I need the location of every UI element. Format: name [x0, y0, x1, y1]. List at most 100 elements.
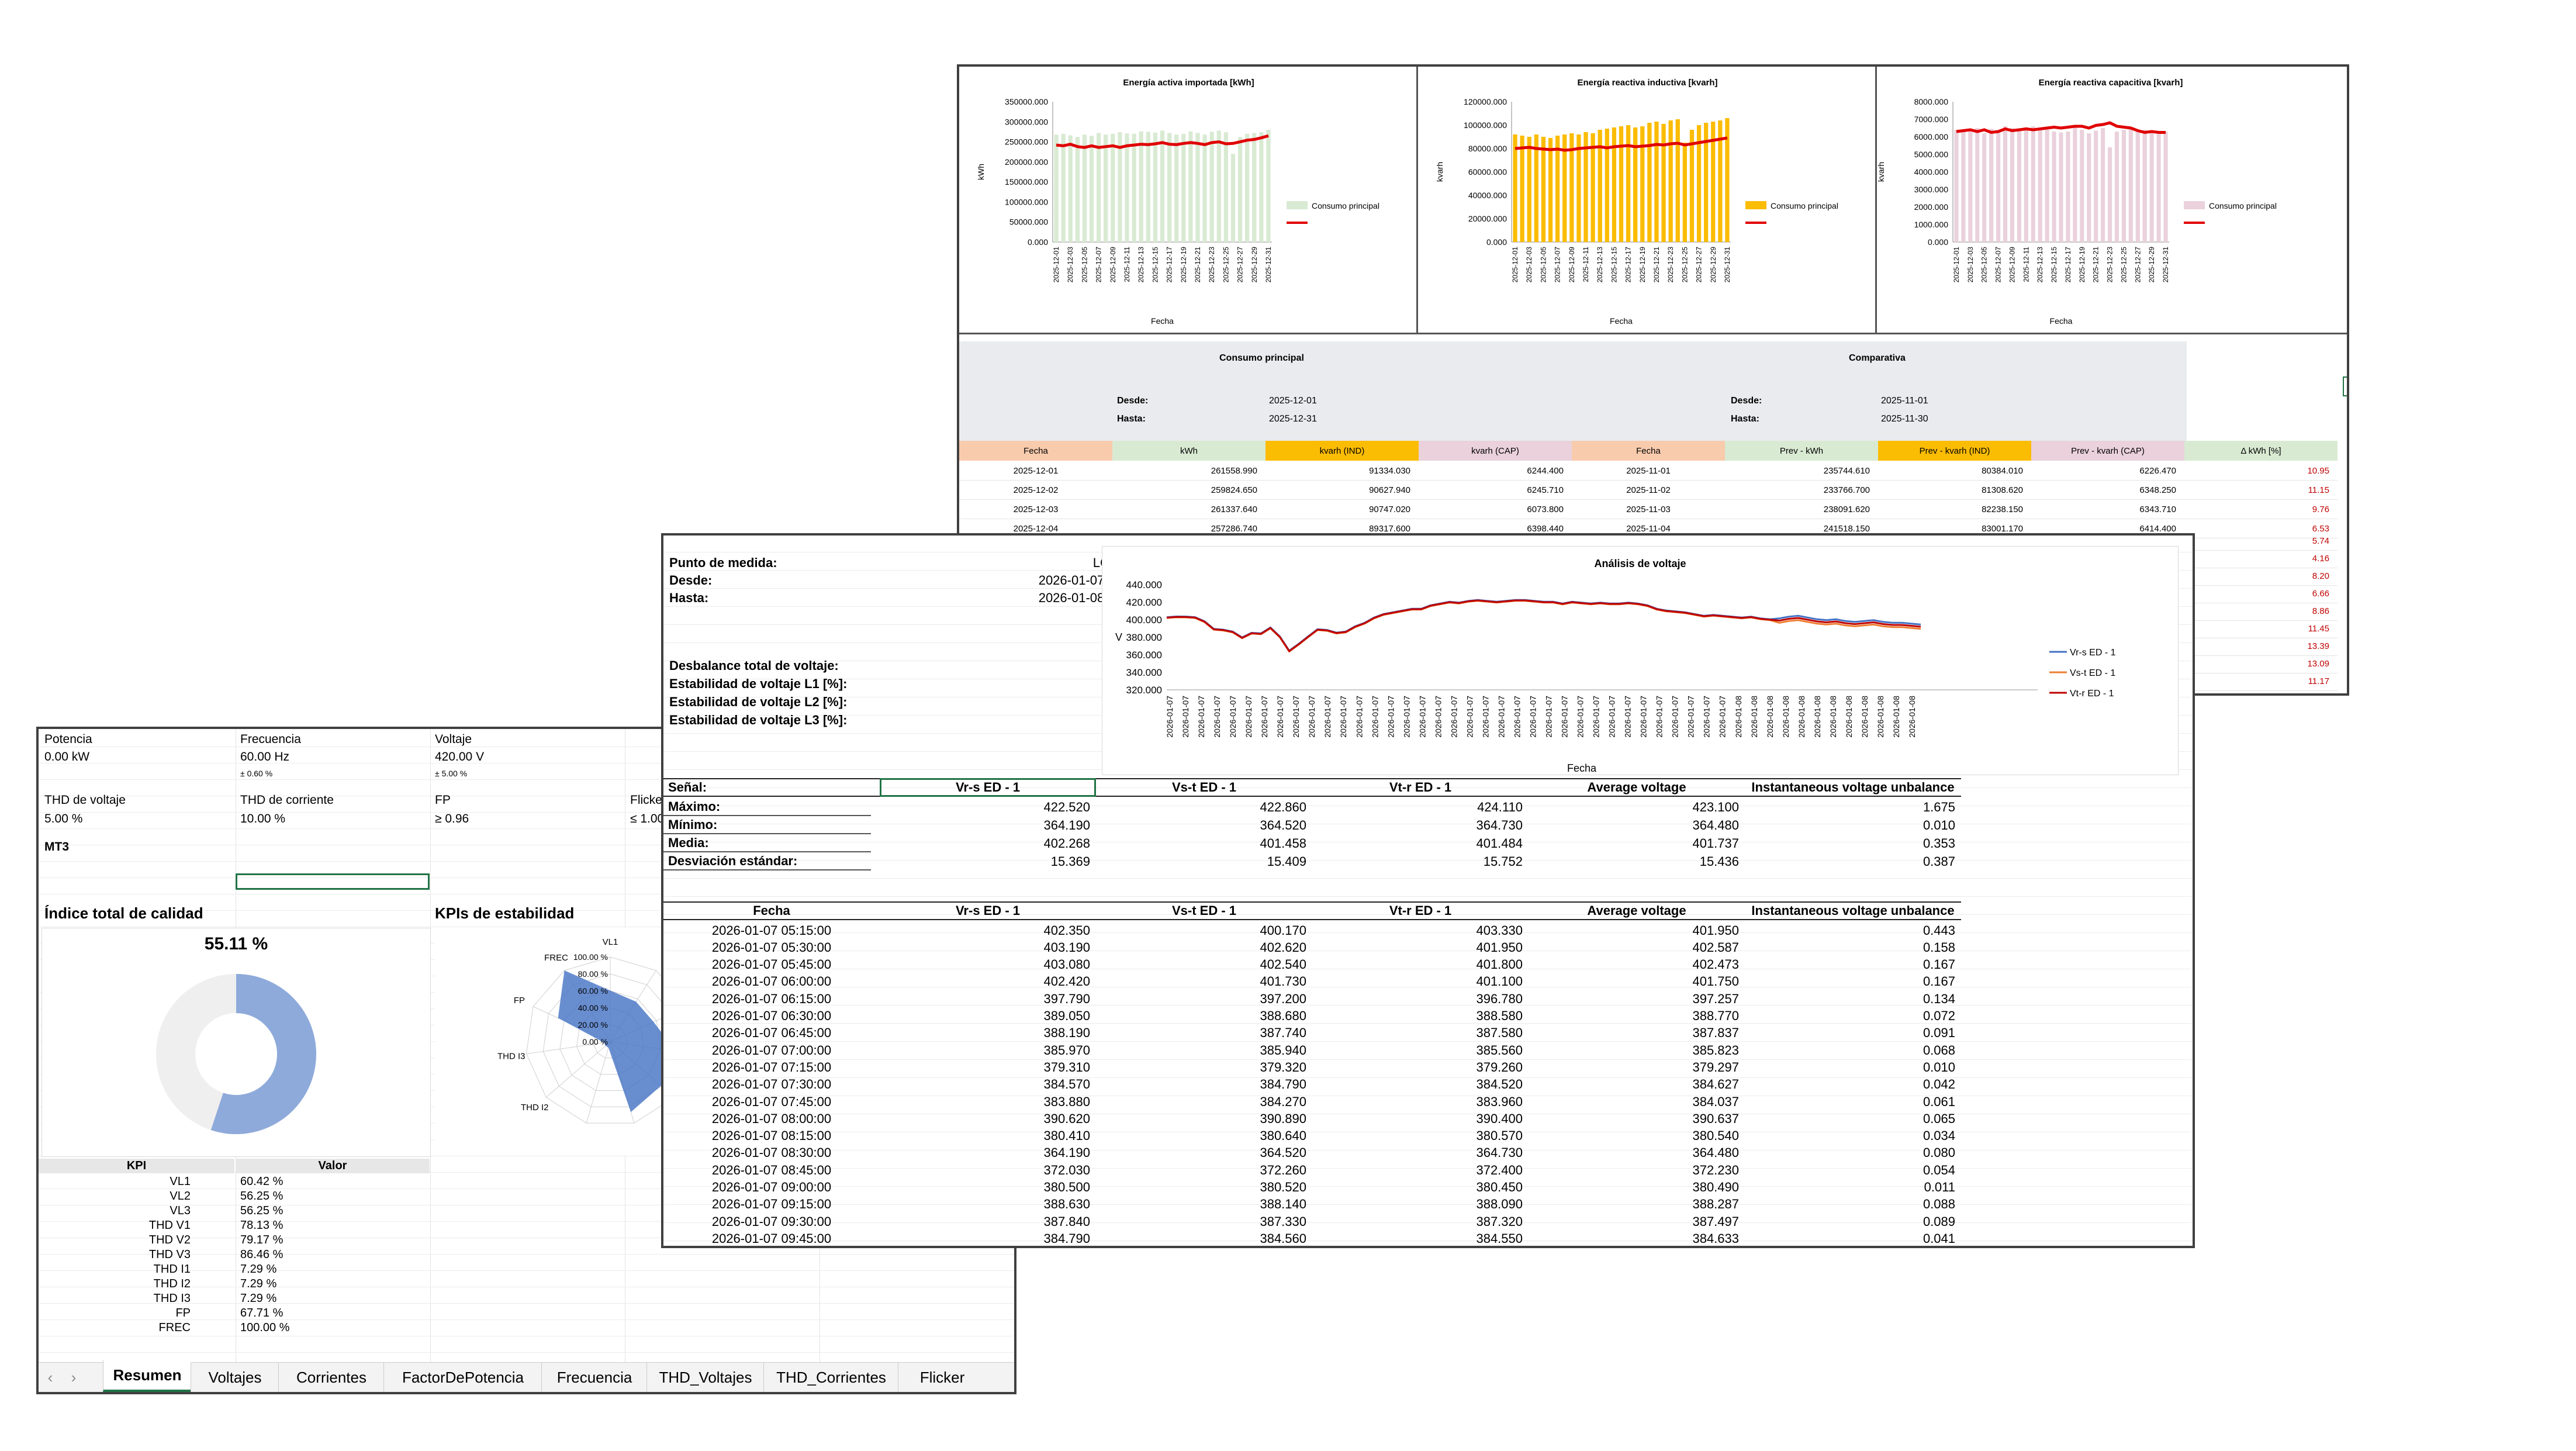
- x-tick-label: 2025-12-09: [1109, 247, 1117, 283]
- table-cell: 390.620: [1043, 1111, 1090, 1126]
- stats-value: 15.752: [1483, 854, 1523, 869]
- label-thd-corriente: THD de corriente: [240, 793, 334, 807]
- x-tick-label: 2025-12-05: [1539, 247, 1547, 283]
- table-cell: 403.080: [1043, 957, 1090, 972]
- chart-capacitive-energy: Energía reactiva capacitiva [kvarh] 8000.…: [1877, 67, 2345, 333]
- x-tick-label: 2025-12-11: [2022, 247, 2030, 282]
- bar: [1209, 132, 1214, 242]
- legend-label: Vs-t ED - 1: [2070, 668, 2115, 678]
- table-cell: 0.088: [1923, 1197, 1955, 1212]
- table-cell: 261337.640: [1112, 500, 1265, 519]
- bar: [1541, 137, 1546, 242]
- x-tick-label: 2025-12-15: [2050, 247, 2058, 283]
- y-tick-label: 60000.000: [1468, 167, 1507, 177]
- sheet-tab-thd_voltajes[interactable]: THD_Voltajes: [646, 1363, 764, 1392]
- bar: [1513, 134, 1517, 242]
- table-cell: 372.030: [1043, 1162, 1090, 1177]
- comp-desde-label: Desde:: [1731, 396, 1762, 406]
- table-cell: 2026-01-07 07:30:00: [711, 1077, 832, 1092]
- table-cell: 6343.710: [2031, 500, 2184, 519]
- table-cell: 383.960: [1476, 1094, 1523, 1109]
- sheet-tab-resumen[interactable]: Resumen: [103, 1360, 191, 1392]
- table-cell: 2025-12-01: [959, 461, 1112, 481]
- bar: [1245, 133, 1250, 242]
- table-cell: 388.287: [1692, 1197, 1739, 1212]
- kpi-value: 100.00 %: [240, 1321, 290, 1334]
- bar: [1689, 130, 1695, 242]
- table-cell: 90747.020: [1265, 500, 1419, 519]
- table-cell: 385.970: [1043, 1042, 1090, 1058]
- table-header: Vs-t ED - 1: [1096, 901, 1312, 920]
- table-cell: 2026-01-07 07:00:00: [711, 1042, 832, 1058]
- table-cell: 0.011: [1924, 1180, 1955, 1194]
- main-period-block: [959, 341, 1573, 441]
- bar: [2024, 127, 2028, 242]
- table-cell: 0.041: [1923, 1231, 1955, 1246]
- x-tick-label: 2025-12-05: [1980, 247, 1989, 283]
- table-cell: 6244.400: [1419, 461, 1572, 481]
- kpi-chart-title: KPIs de estabilidad: [435, 904, 575, 922]
- grid-row: [663, 1222, 2193, 1223]
- table-cell: 364.480: [1692, 1145, 1739, 1160]
- bar: [1633, 127, 1638, 242]
- sheet-tab-flicker[interactable]: Flicker: [898, 1363, 986, 1392]
- table-cell: 261558.990: [1112, 461, 1265, 481]
- grid-row: [39, 1303, 1014, 1304]
- sheet-tab-factordepotencia[interactable]: FactorDePotencia: [383, 1363, 542, 1392]
- bar: [1160, 130, 1165, 242]
- x-tick-label: 2026-01-08: [1860, 696, 1869, 738]
- bar: [1527, 137, 1531, 242]
- info-label: Desde:: [669, 573, 713, 588]
- stats-value: 0.353: [1923, 835, 1955, 851]
- grid-row: [663, 787, 2193, 788]
- tab-scroll-left-icon[interactable]: ‹: [47, 1368, 53, 1386]
- y-tick-label: 7000.000: [1914, 115, 1949, 124]
- table-cell: 390.400: [1476, 1111, 1523, 1126]
- main-desde-value: 2025-12-01: [1269, 396, 1317, 406]
- table-cell: 403.190: [1043, 939, 1090, 955]
- kpi-value: 56.25 %: [240, 1190, 283, 1203]
- x-tick-label: 2025-12-01: [1952, 247, 1960, 283]
- table-cell: 385.560: [1476, 1042, 1523, 1058]
- table-cell: 2026-01-07 06:30:00: [711, 1008, 832, 1023]
- tab-scroll-right-icon[interactable]: ›: [71, 1368, 77, 1386]
- bar: [1174, 134, 1179, 242]
- x-tick-label: 2025-12-09: [1568, 247, 1576, 283]
- value-potencia: 0.00 kW: [44, 750, 90, 763]
- stats-value: 364.520: [1260, 817, 1306, 832]
- kpi-name: THD V1: [148, 1219, 191, 1232]
- table-cell: 390.637: [1692, 1111, 1739, 1126]
- table-cell: 390.890: [1260, 1111, 1306, 1126]
- x-tick-label: 2025-12-25: [1681, 247, 1689, 283]
- sheet-tab-thd_corrientes[interactable]: THD_Corrientes: [763, 1363, 898, 1392]
- voltage-series-line: [1166, 600, 1921, 653]
- x-tick-label: 2026-01-07: [1496, 696, 1506, 738]
- x-tick-label: 2025-12-07: [1994, 247, 2003, 283]
- table-cell: 0.065: [1923, 1111, 1955, 1126]
- stats-label: Media:: [663, 834, 871, 852]
- sheet-tab-voltajes[interactable]: Voltajes: [191, 1363, 279, 1392]
- bar: [1562, 134, 1567, 242]
- y-tick-label: 50000.000: [1009, 217, 1048, 227]
- x-tick-label: 2026-01-07: [1307, 696, 1316, 738]
- sheet-tab-frecuencia[interactable]: Frecuencia: [541, 1363, 647, 1392]
- bar: [1146, 132, 1150, 242]
- y-tick-label: 340.000: [1126, 667, 1162, 678]
- comp-block-title: Comparativa: [1849, 353, 1906, 363]
- stats-value: 0.387: [1923, 854, 1955, 869]
- delta-cell: 13.39: [2184, 637, 2338, 656]
- y-axis-label: kvarh: [1435, 162, 1444, 182]
- table-cell: 384.633: [1692, 1231, 1739, 1246]
- radar-tick-label: 20.00 %: [578, 1020, 608, 1029]
- bar: [1555, 136, 1560, 242]
- sheet-tab-corrientes[interactable]: Corrientes: [278, 1363, 384, 1392]
- bar: [2010, 128, 2015, 242]
- bar: [1996, 132, 2001, 242]
- bar: [2101, 128, 2105, 242]
- kpi-value: 78.13 %: [240, 1219, 283, 1232]
- selected-cell[interactable]: [236, 873, 430, 890]
- table-cell: 402.420: [1043, 974, 1090, 989]
- table-cell: 397.200: [1260, 991, 1306, 1006]
- x-axis-label: Fecha: [1151, 316, 1174, 326]
- table-cell: 380.640: [1260, 1128, 1306, 1143]
